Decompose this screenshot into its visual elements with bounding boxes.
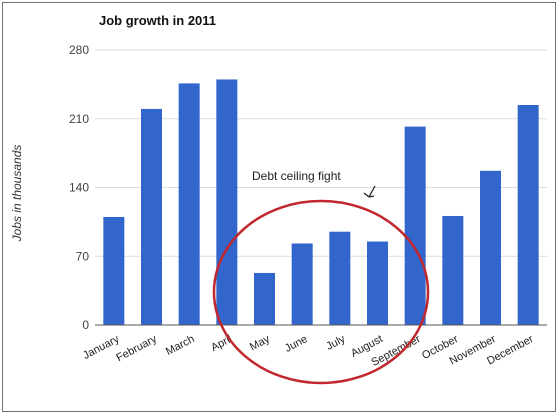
bar-october	[442, 215, 464, 325]
chart-frame: Job growth in 2011 Jobs in thousands 0 70…	[2, 2, 556, 412]
y-tick-label: 280	[69, 43, 89, 57]
annotation-arrow	[363, 185, 376, 198]
bars	[103, 79, 539, 326]
y-tick-label: 140	[69, 181, 89, 195]
y-axis-label: Jobs in thousands	[10, 145, 24, 243]
highlight-circle	[212, 199, 430, 385]
y-tick-label: 210	[69, 112, 89, 126]
y-tick-label: 0	[82, 318, 89, 332]
gridlines	[95, 49, 547, 326]
bar-september	[404, 126, 426, 325]
bar-february	[141, 108, 162, 325]
x-tick-label: June	[283, 333, 310, 355]
bar-june	[291, 243, 313, 325]
chart-title: Job growth in 2011	[99, 13, 216, 28]
bar-july	[329, 231, 351, 325]
bar-january	[103, 216, 125, 325]
bar-may	[254, 272, 275, 325]
x-tick-label: March	[164, 333, 197, 358]
bar-november	[480, 170, 501, 325]
y-tick-labels: 0 70 140 210 280	[69, 43, 89, 332]
x-tick-label: April	[209, 333, 234, 354]
bar-chart: Job growth in 2011 Jobs in thousands 0 70…	[10, 13, 547, 385]
y-tick-label: 70	[76, 249, 90, 263]
x-tick-label: July	[324, 333, 347, 353]
x-tick-label: February	[114, 333, 159, 364]
bar-april	[216, 79, 238, 325]
annotation: Debt ceiling fight	[212, 169, 430, 385]
bar-march	[178, 83, 200, 326]
bar-december	[517, 105, 539, 325]
x-tick-label: May	[248, 333, 272, 354]
bar-august	[367, 241, 388, 325]
annotation-label: Debt ceiling fight	[252, 169, 341, 183]
